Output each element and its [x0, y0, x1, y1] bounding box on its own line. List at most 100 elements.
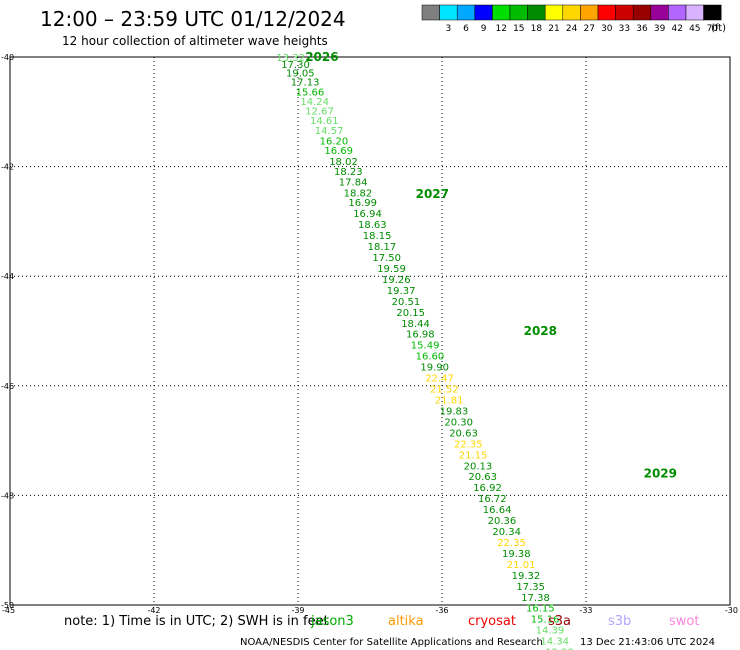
colorbar-label: 30 — [601, 24, 613, 34]
wave-height-label: 16.92 — [473, 483, 502, 494]
wave-height-label: 12.67 — [305, 107, 334, 118]
wave-height-label: 14.34 — [540, 637, 569, 648]
colorbar-unit: (ft) — [711, 23, 726, 34]
wave-height-label: 16.15 — [526, 604, 555, 615]
wave-height-label: 21.15 — [459, 450, 488, 461]
wave-height-label: 15.66 — [296, 88, 325, 99]
colorbar-swatch — [492, 4, 511, 21]
wave-height-label: 16.60 — [416, 352, 445, 363]
colorbar-swatch — [597, 4, 616, 21]
y-tick-label: -44 — [1, 272, 14, 281]
time-labels: 2026 2027 2028 2029 — [305, 50, 677, 480]
footer-note: note: 1) Time is in UTC; 2) SWH is in fe… — [64, 614, 329, 629]
time-label: 2029 — [644, 466, 677, 480]
wave-height-label: 19.59 — [377, 264, 406, 275]
colorbar-swatch — [562, 4, 581, 21]
wave-height-label: 21.52 — [430, 385, 459, 396]
wave-height-label: 20.34 — [492, 527, 521, 538]
colorbar-swatch — [474, 4, 493, 21]
y-tick-label: -40 — [1, 53, 14, 62]
wave-height-label: 20.63 — [449, 428, 478, 439]
plot-frame — [9, 56, 731, 606]
wave-height-label: 18.15 — [363, 231, 392, 242]
colorbar-label: 12 — [495, 24, 506, 34]
x-tick-label: -36 — [435, 606, 448, 615]
wave-height-label: 18.23 — [334, 167, 363, 178]
colorbar-label: 45 — [689, 24, 700, 34]
colorbar-swatch — [632, 4, 652, 21]
wave-height-label: 22.35 — [454, 439, 483, 450]
wave-height-label: 19.83 — [440, 406, 469, 417]
colorbar-swatch — [685, 4, 704, 21]
colorbar-label: 9 — [481, 24, 487, 34]
data-points: 13.3217.3019.0517.1315.6614.2412.6714.61… — [276, 53, 573, 650]
wave-height-label: 17.50 — [372, 253, 401, 264]
axis-tick-labels: -45 -42 -39 -36 -33 -30 -50 -48 -46 -44 -42 -40 — [1, 53, 738, 615]
colorbar-label: 15 — [513, 24, 524, 34]
x-tick-label: -33 — [579, 606, 592, 615]
wave-height-label: 16.72 — [478, 494, 507, 505]
colorbar-label: 70 — [707, 24, 719, 34]
x-tick-label: -45 — [2, 606, 15, 615]
colorbar-swatch — [456, 4, 476, 21]
wave-height-label: 19.26 — [382, 275, 411, 286]
colorbar-swatch — [421, 4, 440, 21]
wave-height-label: 17.30 — [281, 60, 310, 71]
colorbar-label: 42 — [671, 24, 682, 34]
colorbar-swatch — [703, 4, 722, 21]
satellite-legend: jason3 altika cryosat s3a s3b swot — [310, 614, 699, 629]
x-tick-label: -42 — [147, 606, 160, 615]
colorbar-label: 21 — [548, 24, 559, 34]
colorbar-label: 27 — [583, 24, 594, 34]
footer-credit: NOAA/NESDIS Center for Satellite Applica… — [240, 637, 543, 648]
wave-height-label: 18.63 — [358, 220, 387, 231]
wave-height-label: 18.82 — [344, 188, 373, 199]
satellite-label: s3b — [608, 614, 631, 629]
wave-height-label: 22.47 — [425, 374, 454, 385]
wave-height-label: 16.20 — [320, 136, 349, 147]
wave-height-label: 16.69 — [324, 146, 353, 157]
wave-height-label: 16.99 — [348, 198, 377, 209]
wave-height-label: 12.28 — [545, 648, 574, 650]
wave-height-label: 18.02 — [329, 157, 358, 168]
wave-height-label: 21.01 — [507, 560, 536, 571]
y-tick-label: -46 — [1, 382, 14, 391]
wave-height-label: 21.81 — [435, 396, 464, 407]
wave-height-label: 17.38 — [521, 593, 550, 604]
time-label: 2028 — [524, 324, 557, 338]
y-tick-label: -42 — [1, 163, 14, 172]
colorbar-label: 18 — [531, 24, 543, 34]
wave-height-label: 20.51 — [392, 297, 421, 308]
time-label: 2026 — [305, 50, 338, 64]
wave-height-label: 20.13 — [464, 461, 493, 472]
wave-height-label: 17.35 — [516, 582, 545, 593]
colorbar-swatch — [544, 4, 564, 21]
wave-height-label: 19.37 — [387, 286, 416, 297]
x-tick-label: -39 — [291, 606, 304, 615]
colorbar-label: 3 — [446, 24, 452, 34]
chart-title: 12:00 – 23:59 UTC 01/12/2024 — [40, 7, 346, 31]
y-tick-label: -50 — [1, 601, 14, 610]
wave-height-label: 14.57 — [315, 126, 344, 137]
wave-height-label: 19.38 — [502, 549, 531, 560]
wave-height-label: 17.13 — [291, 78, 320, 89]
colorbar-swatch — [509, 4, 528, 21]
wave-height-label: 14.61 — [310, 116, 339, 127]
satellite-label: cryosat — [468, 614, 516, 629]
colorbar-label: 39 — [654, 24, 666, 34]
wave-height-label: 15.49 — [411, 341, 440, 352]
colorbar-swatch — [650, 4, 669, 21]
colorbar-swatch — [668, 4, 687, 21]
colorbar-label: 24 — [566, 24, 578, 34]
wave-height-label: 17.84 — [339, 177, 368, 188]
x-tick-label: -30 — [725, 606, 738, 615]
wave-height-label: 18.17 — [368, 242, 397, 253]
wave-height-label: 20.36 — [488, 516, 517, 527]
colorbar-label: 33 — [619, 24, 630, 34]
footer-timestamp: 13 Dec 21:43:06 UTC 2024 — [580, 637, 715, 648]
wave-height-label: 16.94 — [353, 209, 382, 220]
satellite-label: jason3 — [310, 614, 354, 629]
wave-height-label: 18.44 — [401, 319, 430, 330]
